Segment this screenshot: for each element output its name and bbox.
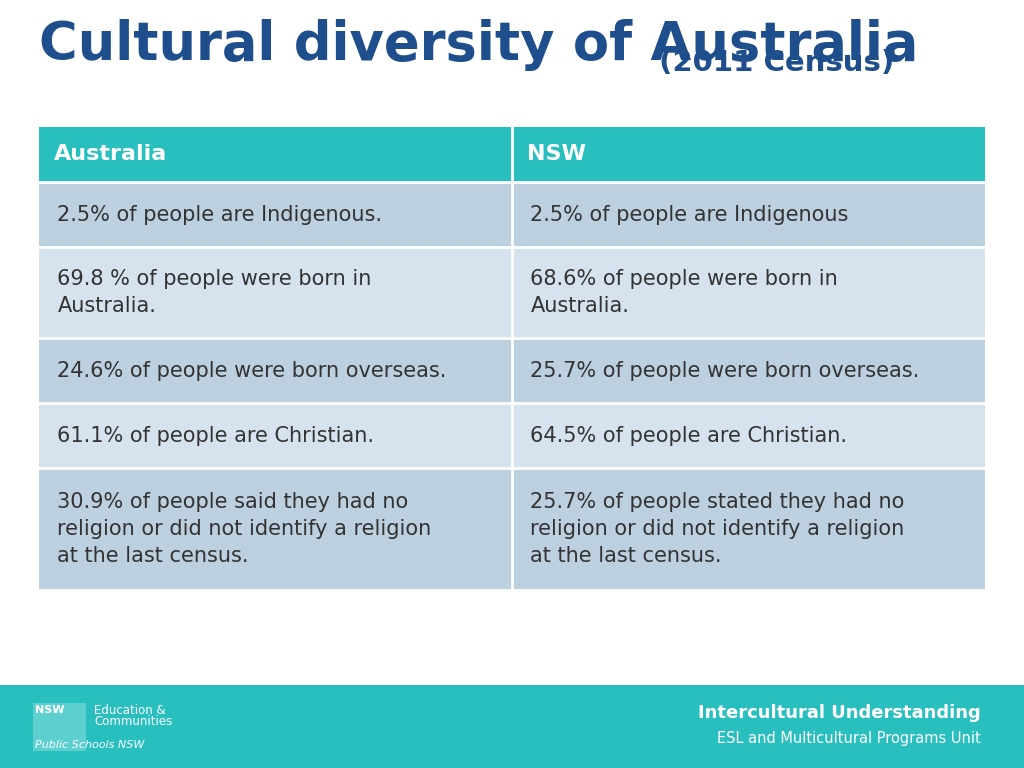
Bar xyxy=(39,403,985,468)
Text: (2011 Census): (2011 Census) xyxy=(649,49,895,77)
Text: 69.8 % of people were born in
Australia.: 69.8 % of people were born in Australia. xyxy=(57,269,372,316)
Text: 68.6% of people were born in
Australia.: 68.6% of people were born in Australia. xyxy=(530,269,839,316)
Text: Intercultural Understanding: Intercultural Understanding xyxy=(698,703,981,722)
Text: NSW: NSW xyxy=(35,704,65,715)
Text: Communities: Communities xyxy=(94,716,172,728)
Bar xyxy=(39,468,985,590)
Text: Education &: Education & xyxy=(94,704,166,717)
Text: 2.5% of people are Indigenous.: 2.5% of people are Indigenous. xyxy=(57,204,382,225)
Text: Cultural diversity of Australia: Cultural diversity of Australia xyxy=(39,18,919,71)
Text: Australia: Australia xyxy=(54,144,168,164)
Bar xyxy=(39,338,985,403)
Bar xyxy=(39,247,985,338)
Bar xyxy=(0,685,1024,768)
Text: 25.7% of people stated they had no
religion or did not identify a religion
at th: 25.7% of people stated they had no relig… xyxy=(530,492,905,566)
Text: 25.7% of people were born overseas.: 25.7% of people were born overseas. xyxy=(530,360,920,381)
Text: Public Schools NSW: Public Schools NSW xyxy=(35,740,144,750)
Text: 2.5% of people are Indigenous: 2.5% of people are Indigenous xyxy=(530,204,849,225)
Text: 61.1% of people are Christian.: 61.1% of people are Christian. xyxy=(57,425,375,446)
Bar xyxy=(39,127,985,182)
Bar xyxy=(33,703,86,751)
Text: 24.6% of people were born overseas.: 24.6% of people were born overseas. xyxy=(57,360,446,381)
Bar xyxy=(39,182,985,247)
Text: 30.9% of people said they had no
religion or did not identify a religion
at the : 30.9% of people said they had no religio… xyxy=(57,492,431,566)
Text: 64.5% of people are Christian.: 64.5% of people are Christian. xyxy=(530,425,848,446)
Text: NSW: NSW xyxy=(527,144,587,164)
Text: ESL and Multicultural Programs Unit: ESL and Multicultural Programs Unit xyxy=(717,731,981,746)
